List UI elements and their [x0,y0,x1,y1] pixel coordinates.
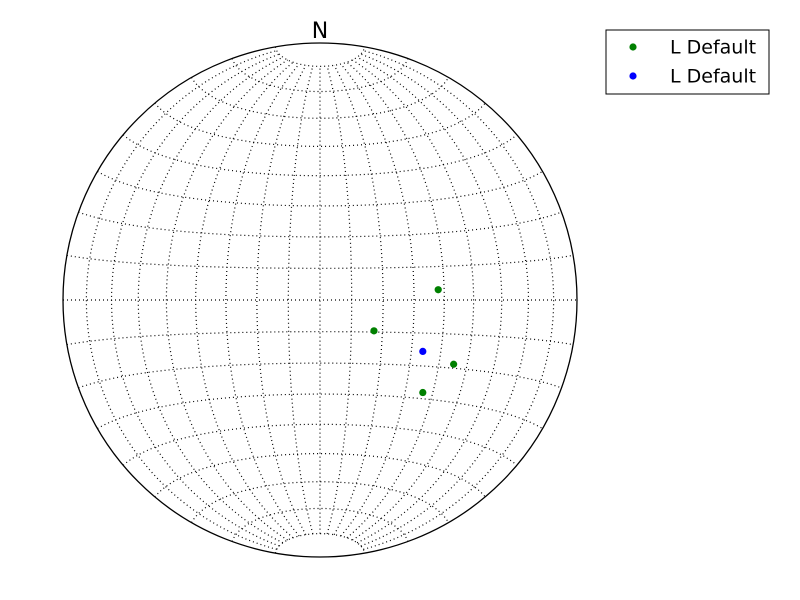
small-circle [190,481,450,523]
primitive-circle [62,42,578,558]
legend: L Default L Default [605,29,770,95]
small-circle [274,46,366,67]
great-circle [85,50,277,550]
great-circle [356,56,503,544]
great-circle [256,65,307,535]
small-circle [154,452,486,498]
small-circle [231,58,409,93]
small-circle [66,331,574,346]
legend-label: L Default [670,37,756,59]
legend-label: L Default [670,66,756,88]
data-point [370,327,378,335]
data-point [419,388,427,397]
great-circle [165,59,288,541]
great-circle [340,63,415,537]
legend-marker [629,43,637,51]
small-circle [122,134,518,177]
small-circle [190,77,450,119]
data-point [434,286,442,294]
small-circle [97,170,543,207]
small-circle [274,533,366,554]
great-circle [333,65,384,535]
small-circle [78,362,562,389]
legend-frame [605,29,770,95]
data-points [370,286,458,397]
great-circle [225,63,300,537]
great-circle [360,53,530,547]
small-circle [78,211,562,238]
data-point [450,360,458,368]
equal-area-net-grid [63,46,577,554]
data-point [419,347,427,355]
great-circle [352,59,475,541]
small-circle [97,393,543,430]
small-circle [154,102,486,148]
small-circle [122,423,518,466]
north-label: N [312,19,328,44]
legend-marker [629,72,637,80]
great-circle [346,61,445,539]
